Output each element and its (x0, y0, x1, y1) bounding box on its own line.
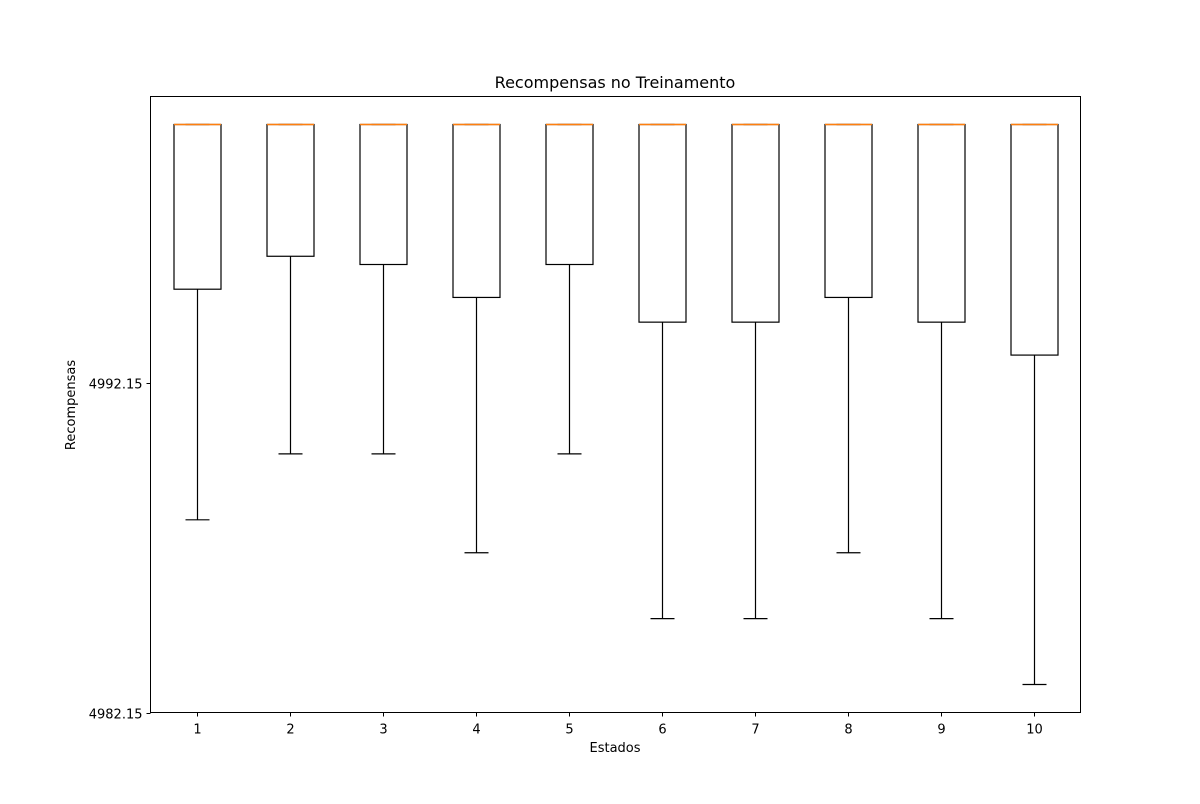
x-axis-label: Estados (589, 741, 640, 756)
x-tick-label: 6 (658, 723, 666, 738)
x-tick-label: 2 (286, 723, 294, 738)
box-iqr (917, 123, 966, 323)
x-tick-label: 7 (751, 723, 759, 738)
box-iqr (731, 123, 780, 323)
box-group-10 (1010, 123, 1059, 686)
box-group-5 (545, 123, 594, 455)
x-tick-label: 5 (565, 723, 573, 738)
box-group-7 (731, 123, 780, 620)
x-tick-label: 1 (193, 723, 201, 738)
box-iqr (638, 123, 687, 323)
y-axis-label: Recompensas (64, 360, 79, 450)
box-group-4 (452, 123, 501, 554)
box-iqr (266, 123, 315, 257)
box-iqr (1010, 123, 1059, 356)
chart-title: Recompensas no Treinamento (495, 73, 736, 92)
box-iqr (173, 123, 222, 290)
x-tick-label: 3 (379, 723, 387, 738)
x-tick-label: 9 (937, 723, 945, 738)
box-group-6 (638, 123, 687, 620)
plot-layer (173, 123, 1059, 686)
box-iqr (824, 123, 873, 299)
y-tick-label: 4982.15 (89, 708, 143, 723)
box-iqr (359, 123, 408, 266)
x-tick-label: 4 (472, 723, 480, 738)
box-group-2 (266, 123, 315, 455)
plot-area-frame (150, 96, 1081, 713)
box-group-9 (917, 123, 966, 620)
y-tick-label: 4992.15 (89, 378, 143, 393)
box-iqr (452, 123, 501, 299)
box-group-3 (359, 123, 408, 455)
box-iqr (545, 123, 594, 266)
box-group-8 (824, 123, 873, 554)
x-tick-label: 8 (844, 723, 852, 738)
x-tick-label: 10 (1026, 723, 1043, 738)
box-group-1 (173, 123, 222, 521)
